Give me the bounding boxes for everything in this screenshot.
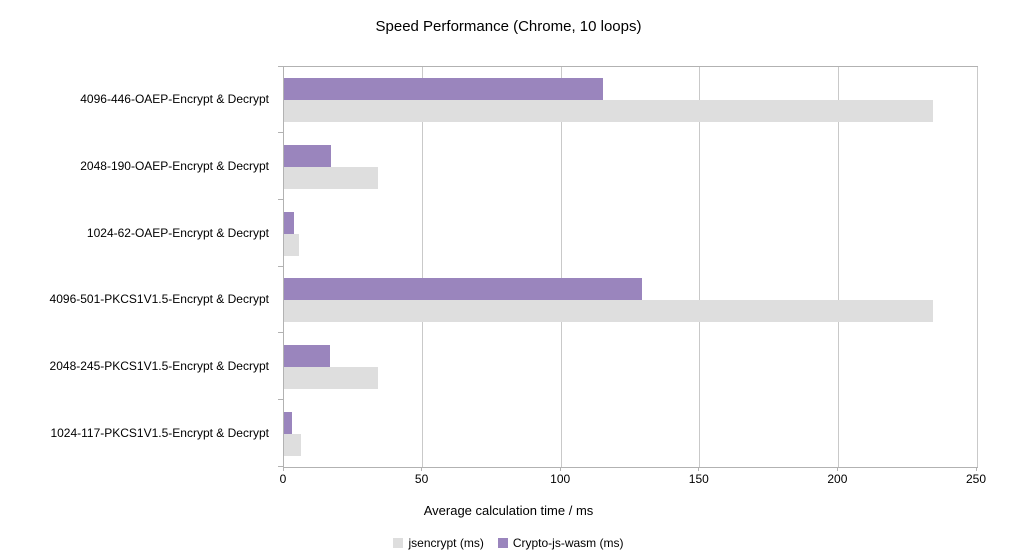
bar-jsencrypt: [284, 233, 300, 256]
category-label: 1024-117-PKCS1V1.5-Encrypt & Decrypt: [50, 425, 269, 440]
legend-swatch-crypto-js-wasm: [497, 538, 508, 548]
bar-crypto-js-wasm: [284, 345, 330, 367]
chart-title: Speed Performance (Chrome, 10 loops): [375, 18, 642, 35]
bar-jsencrypt: [284, 167, 379, 189]
bar-jsencrypt: [284, 367, 379, 389]
legend-swatch-jsencrypt: [393, 538, 404, 548]
x-tick-mark: [975, 467, 977, 471]
bar-crypto-js-wasm: [284, 211, 294, 234]
bar-jsencrypt: [284, 433, 301, 456]
gridline: [699, 67, 701, 467]
x-axis-title: Average calculation time / ms: [423, 503, 594, 518]
gridline: [422, 67, 424, 467]
y-tick-mark: [278, 465, 283, 467]
legend-item-jsencrypt: jsencrypt (ms): [393, 536, 484, 550]
y-tick-mark: [278, 265, 283, 267]
bar-jsencrypt: [284, 300, 933, 323]
category-label: 1024-62-OAEP-Encrypt & Decrypt: [86, 225, 269, 240]
bar-crypto-js-wasm: [284, 78, 603, 101]
legend-item-crypto-js-wasm: Crypto-js-wasm (ms): [497, 536, 624, 550]
x-tick-mark: [559, 467, 561, 471]
category-axis: 4096-446-OAEP-Encrypt & Decrypt 2048-190…: [0, 66, 276, 466]
category-label: 4096-446-OAEP-Encrypt & Decrypt: [80, 92, 269, 107]
bar-jsencrypt: [284, 100, 933, 123]
y-tick-mark: [278, 398, 283, 400]
bar-crypto-js-wasm: [284, 411, 293, 434]
gridline: [837, 67, 839, 467]
gridline: [976, 67, 978, 467]
category-label: 4096-501-PKCS1V1.5-Encrypt & Decrypt: [49, 292, 269, 307]
x-tick-mark: [421, 467, 423, 471]
x-tick-label: 250: [965, 472, 987, 486]
x-tick-label: 200: [827, 472, 848, 486]
y-tick-mark: [278, 198, 283, 200]
legend: jsencrypt (ms) Crypto-js-wasm (ms): [0, 536, 1017, 550]
x-tick-mark: [836, 467, 838, 471]
x-tick-mark: [282, 467, 284, 471]
x-tick-label: 150: [688, 472, 709, 486]
y-tick-mark: [278, 332, 283, 334]
bar-crypto-js-wasm: [284, 145, 332, 167]
x-tick-label: 50: [414, 472, 429, 486]
category-label: 2048-190-OAEP-Encrypt & Decrypt: [80, 158, 269, 173]
plot-area: [283, 66, 978, 468]
x-tick-label: 100: [550, 472, 571, 486]
bar-crypto-js-wasm: [284, 278, 642, 301]
x-tick-label: 0: [279, 472, 287, 486]
category-label: 2048-245-PKCS1V1.5-Encrypt & Decrypt: [49, 358, 269, 373]
y-tick-mark: [278, 65, 283, 67]
x-tick-mark: [698, 467, 700, 471]
legend-label-jsencrypt: jsencrypt (ms): [408, 536, 484, 550]
y-tick-mark: [278, 132, 283, 134]
legend-label-crypto-js-wasm: Crypto-js-wasm (ms): [512, 536, 624, 550]
gridline: [560, 67, 562, 467]
